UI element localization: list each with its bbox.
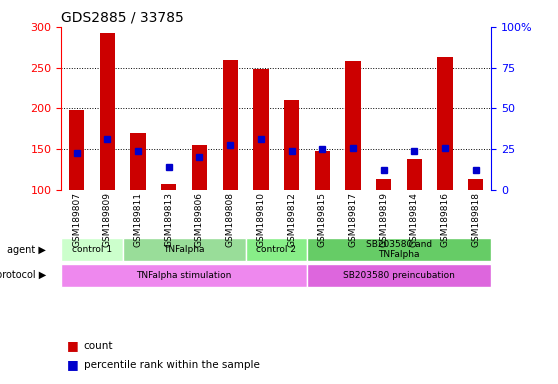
Text: GSM189818: GSM189818 [471,192,480,247]
Text: GSM189816: GSM189816 [440,192,450,247]
Text: GSM189811: GSM189811 [133,192,143,247]
Bar [284,100,299,190]
Bar [315,151,330,190]
Text: GSM189815: GSM189815 [318,192,327,247]
FancyBboxPatch shape [307,264,491,287]
Text: ■: ■ [67,339,79,352]
Bar [345,61,360,190]
Bar [468,179,483,190]
Text: GSM189808: GSM189808 [225,192,235,247]
Text: agent ▶: agent ▶ [7,245,46,255]
Bar [253,70,268,190]
Bar [407,159,422,190]
Text: TNFalpha stimulation: TNFalpha stimulation [137,271,232,280]
Text: percentile rank within the sample: percentile rank within the sample [84,360,259,370]
Text: GSM189810: GSM189810 [256,192,266,247]
Text: GSM189819: GSM189819 [379,192,388,247]
Bar [376,179,391,190]
Text: count: count [84,341,113,351]
Text: GSM189814: GSM189814 [410,192,419,247]
FancyBboxPatch shape [123,238,246,261]
Text: control 2: control 2 [256,245,296,254]
Text: TNFalpha: TNFalpha [163,245,205,254]
Text: GSM189809: GSM189809 [103,192,112,247]
Text: ■: ■ [67,358,79,371]
Text: GSM189812: GSM189812 [287,192,296,247]
Bar [131,133,146,190]
FancyBboxPatch shape [61,238,123,261]
FancyBboxPatch shape [246,238,307,261]
Text: GSM189813: GSM189813 [164,192,174,247]
Bar [161,184,176,190]
Text: SB203580 preincubation: SB203580 preincubation [343,271,455,280]
Bar [100,33,115,190]
FancyBboxPatch shape [61,264,307,287]
Bar [192,145,207,190]
Text: GSM189817: GSM189817 [348,192,358,247]
Bar [69,110,84,190]
Text: GSM189807: GSM189807 [72,192,81,247]
Text: control 1: control 1 [72,245,112,254]
Text: SB203580 and
TNFalpha: SB203580 and TNFalpha [366,240,432,259]
Bar [437,57,453,190]
Text: protocol ▶: protocol ▶ [0,270,46,280]
Text: GSM189806: GSM189806 [195,192,204,247]
Bar [223,60,238,190]
Text: GDS2885 / 33785: GDS2885 / 33785 [61,10,184,24]
FancyBboxPatch shape [307,238,491,261]
